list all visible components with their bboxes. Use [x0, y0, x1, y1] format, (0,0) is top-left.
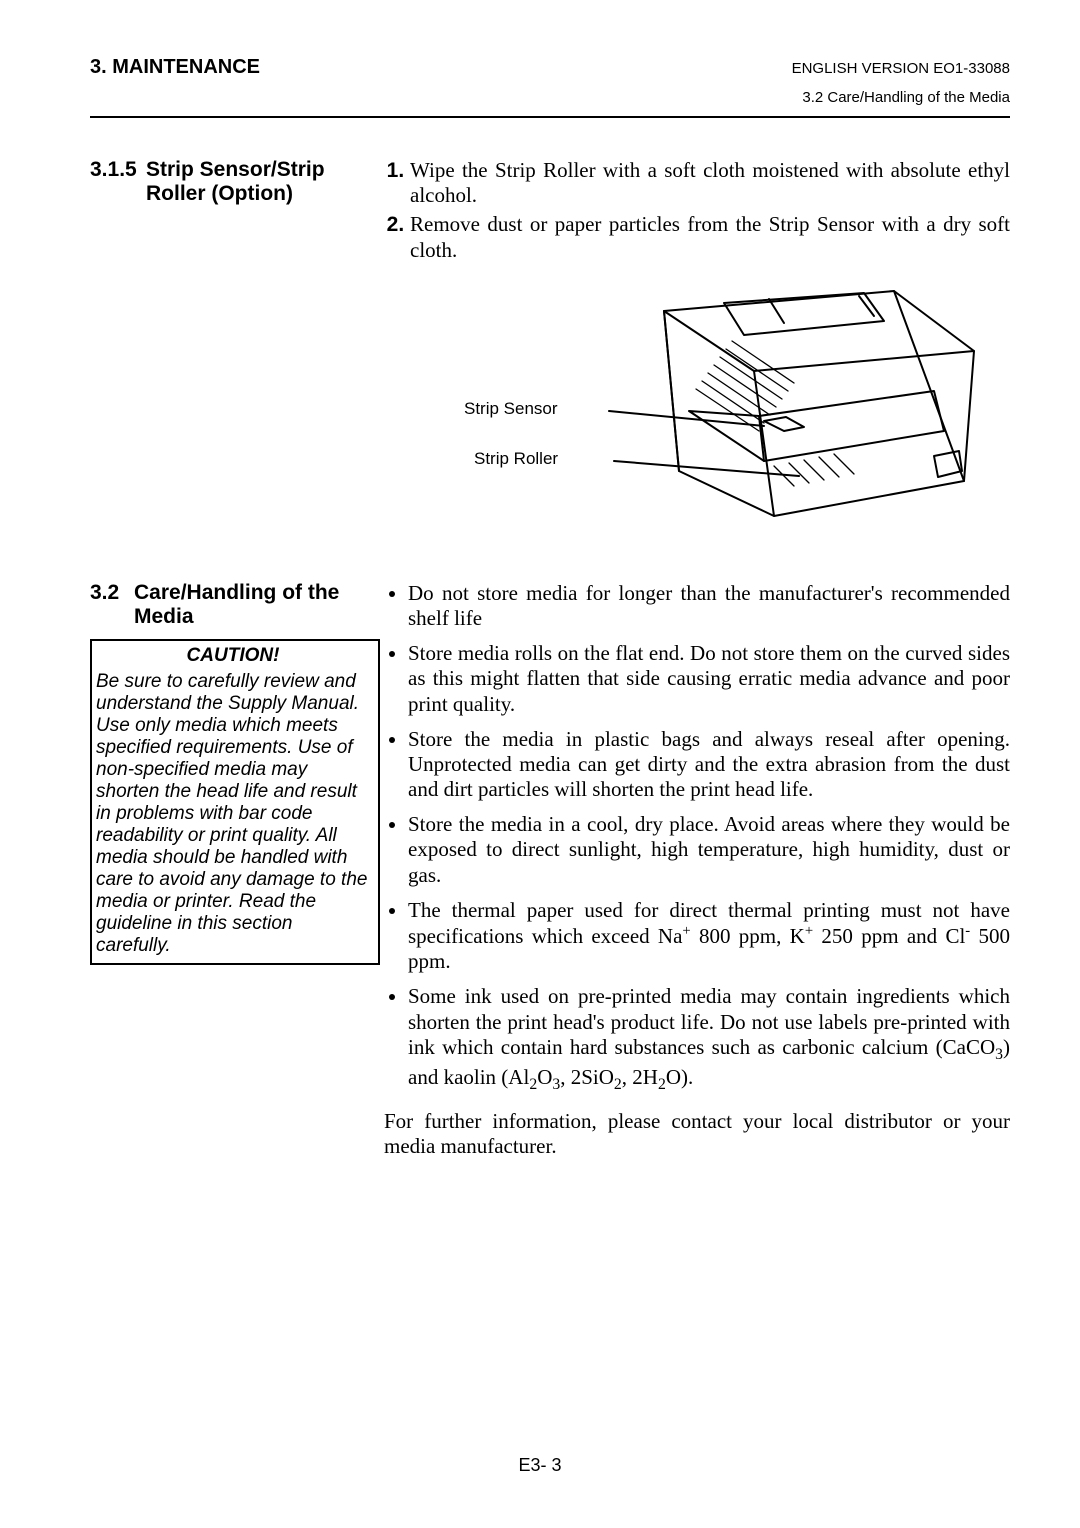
bullet-4: Store the media in a cool, dry place. Av… — [408, 812, 1010, 888]
b6-t4: , 2SiO — [560, 1065, 614, 1089]
bullet-3: Store the media in plastic bags and alwa… — [408, 727, 1010, 803]
b5-sup1: + — [682, 923, 690, 939]
page: 3. MAINTENANCE ENGLISH VERSION EO1-33088… — [0, 0, 1080, 1528]
section-315-body: Wipe the Strip Roller with a soft cloth … — [384, 158, 1010, 521]
b5-t3: 250 ppm and Cl — [813, 924, 965, 948]
section-32-body: Do not store media for longer than the m… — [384, 581, 1010, 1181]
b5-t2: 800 ppm, K — [691, 924, 805, 948]
b6-s4: 2 — [614, 1076, 622, 1093]
b5-sup2: + — [805, 923, 813, 939]
section-315-heading: 3.1.5Strip Sensor/Strip Roller (Option) — [90, 158, 380, 521]
figure-label-sensor: Strip Sensor — [464, 399, 558, 419]
step-2: Remove dust or paper particles from the … — [410, 212, 1010, 262]
caution-box: CAUTION! Be sure to carefully review and… — [90, 639, 380, 965]
steps-list: Wipe the Strip Roller with a soft cloth … — [384, 158, 1010, 263]
closing-para: For further information, please contact … — [384, 1109, 1010, 1159]
header-row: 3. MAINTENANCE ENGLISH VERSION EO1-33088 — [90, 56, 1010, 79]
header-rule — [90, 116, 1010, 118]
bullet-2: Store media rolls on the flat end. Do no… — [408, 641, 1010, 717]
caution-title: CAUTION! — [96, 645, 370, 667]
header-left: 3. MAINTENANCE — [90, 56, 260, 79]
b6-s2: 2 — [529, 1076, 537, 1093]
sec-315-title: Strip Sensor/Strip Roller (Option) — [146, 158, 374, 206]
figure-label-roller: Strip Roller — [474, 449, 558, 469]
b6-t5: , 2H — [622, 1065, 658, 1089]
bullet-6: Some ink used on pre-printed media may c… — [408, 984, 1010, 1095]
b6-t6: O). — [666, 1065, 693, 1089]
section-32: 3.2Care/Handling of the Media CAUTION! B… — [90, 581, 1010, 1181]
sec-32-num: 3.2 — [90, 581, 134, 605]
step-1: Wipe the Strip Roller with a soft cloth … — [410, 158, 1010, 208]
section-315: 3.1.5Strip Sensor/Strip Roller (Option) … — [90, 158, 1010, 521]
bullet-1: Do not store media for longer than the m… — [408, 581, 1010, 631]
strip-figure: Strip Sensor Strip Roller — [464, 281, 984, 521]
b6-s5: 2 — [658, 1076, 666, 1093]
b6-t1: Some ink used on pre-printed media may c… — [408, 984, 1010, 1058]
header-sub: 3.2 Care/Handling of the Media — [90, 89, 1010, 106]
sec-315-num: 3.1.5 — [90, 158, 146, 182]
bullet-list: Do not store media for longer than the m… — [384, 581, 1010, 1095]
header-right: ENGLISH VERSION EO1-33088 — [792, 60, 1010, 77]
b6-s1: 3 — [995, 1046, 1003, 1063]
bullet-5: The thermal paper used for direct therma… — [408, 898, 1010, 975]
section-32-left: 3.2Care/Handling of the Media CAUTION! B… — [90, 581, 380, 1181]
caution-body: Be sure to carefully review and understa… — [96, 671, 370, 957]
page-footer: E3- 3 — [0, 1455, 1080, 1476]
sec-32-title: Care/Handling of the Media — [134, 581, 374, 629]
b6-t3: O — [537, 1065, 552, 1089]
